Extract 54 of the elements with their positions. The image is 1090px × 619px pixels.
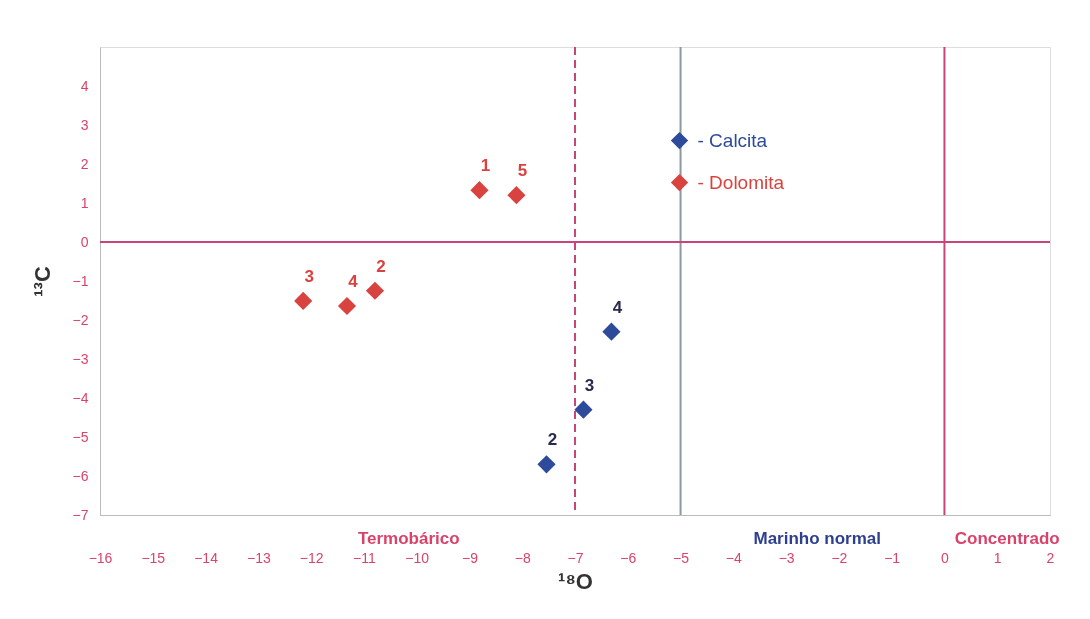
- x-tick-label: −13: [246, 549, 271, 566]
- y-tick-label: 4: [80, 77, 89, 94]
- text: Concentrado: [954, 529, 1060, 548]
- point: [365, 281, 385, 300]
- annotation: 4: [348, 271, 359, 291]
- x-tick-label: −6: [620, 549, 637, 566]
- x-tick-label: −8: [514, 549, 531, 566]
- annotation: 3: [304, 266, 314, 286]
- y-tick-label: −4: [72, 389, 89, 406]
- point: [337, 296, 357, 316]
- y-tick-label: −2: [72, 311, 89, 328]
- point: [602, 322, 621, 341]
- annotation: 5: [517, 161, 528, 181]
- x-tick-label: −14: [194, 549, 219, 566]
- y-tick-label: 0: [80, 233, 89, 250]
- y-tick-label: −1: [72, 272, 89, 289]
- text: Marinho normal: [753, 529, 882, 548]
- x-tick-label: −10: [405, 549, 430, 566]
- legend-label: - Dolomita: [697, 171, 785, 193]
- x-tick-label: −11: [353, 549, 376, 566]
- x-tick-label: −12: [299, 549, 324, 566]
- x-tick-label: 0: [941, 549, 950, 566]
- point: [470, 181, 489, 200]
- x-tick-label: −16: [88, 549, 113, 566]
- x-tick-label: −5: [673, 549, 690, 566]
- x-tick-label: 1: [993, 549, 1002, 566]
- legend-label: - Calcita: [697, 129, 768, 151]
- x-tick-label: 2: [1046, 549, 1055, 566]
- y-tick-label: 3: [80, 116, 89, 133]
- text: Termobárico: [357, 529, 460, 548]
- x-tick-label: −2: [831, 549, 848, 566]
- x-tick-label: −4: [725, 549, 743, 566]
- y-tick-label: 1: [80, 194, 89, 211]
- x-tick-label: −1: [884, 549, 901, 566]
- y-tick-label: −7: [72, 506, 89, 523]
- x-tick-label: −3: [778, 549, 795, 566]
- point: [507, 186, 526, 205]
- annotation: 2: [547, 430, 558, 450]
- x-tick-label: −15: [141, 549, 166, 566]
- point: [574, 400, 593, 419]
- point: [537, 455, 556, 474]
- y-tick-label: 2: [80, 155, 89, 172]
- x-tick-label: −7: [567, 549, 584, 566]
- annotation: 1: [480, 156, 491, 176]
- annotation: 3: [584, 375, 595, 395]
- y-tick-label: −6: [72, 467, 89, 484]
- y-tick-label: −5: [72, 428, 89, 445]
- y-tick-label: −3: [72, 350, 89, 367]
- y-axis-title: ¹³C: [29, 266, 55, 297]
- x-tick-label: −9: [461, 549, 479, 566]
- annotation: 4: [612, 297, 623, 317]
- point: [294, 291, 313, 310]
- annotation: 2: [376, 256, 386, 276]
- x-axis-title: ¹⁸O: [558, 568, 593, 594]
